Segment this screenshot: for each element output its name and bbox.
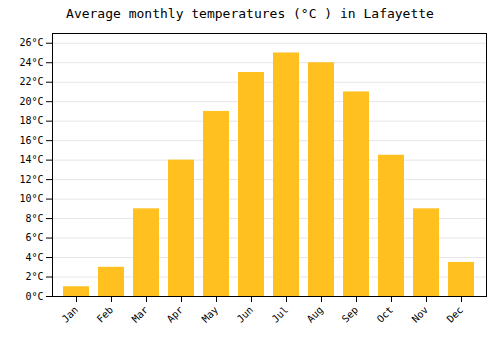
svg-text:20°C: 20°C: [19, 96, 43, 107]
svg-text:Jul: Jul: [270, 304, 291, 325]
svg-text:Aug: Aug: [305, 304, 326, 325]
svg-text:8°C: 8°C: [25, 213, 43, 224]
svg-text:24°C: 24°C: [19, 57, 43, 68]
svg-text:Jan: Jan: [60, 304, 81, 325]
svg-text:10°C: 10°C: [19, 193, 43, 204]
svg-text:18°C: 18°C: [19, 115, 43, 126]
svg-text:Oct: Oct: [375, 304, 396, 325]
svg-text:Jun: Jun: [235, 304, 256, 325]
svg-text:May: May: [200, 304, 221, 325]
svg-text:4°C: 4°C: [25, 252, 43, 263]
svg-text:6°C: 6°C: [25, 232, 43, 243]
svg-text:26°C: 26°C: [19, 37, 43, 48]
html-text:Average monthly temperatures (: Average monthly temperatures (°C ) in La…: [66, 6, 434, 21]
svg-text:16°C: 16°C: [19, 135, 43, 146]
svg-text:Dec: Dec: [445, 304, 466, 325]
svg-text:Sep: Sep: [340, 304, 361, 325]
svg-text:22°C: 22°C: [19, 76, 43, 87]
svg-text:Nov: Nov: [410, 304, 431, 325]
svg-text:Mar: Mar: [130, 304, 151, 325]
svg-text:0°C: 0°C: [25, 291, 43, 302]
svg-text:2°C: 2°C: [25, 271, 43, 282]
svg-text:12°C: 12°C: [19, 174, 43, 185]
svg-text:14°C: 14°C: [19, 154, 43, 165]
svg-text:Apr: Apr: [165, 304, 186, 325]
svg-text:Feb: Feb: [95, 304, 116, 325]
